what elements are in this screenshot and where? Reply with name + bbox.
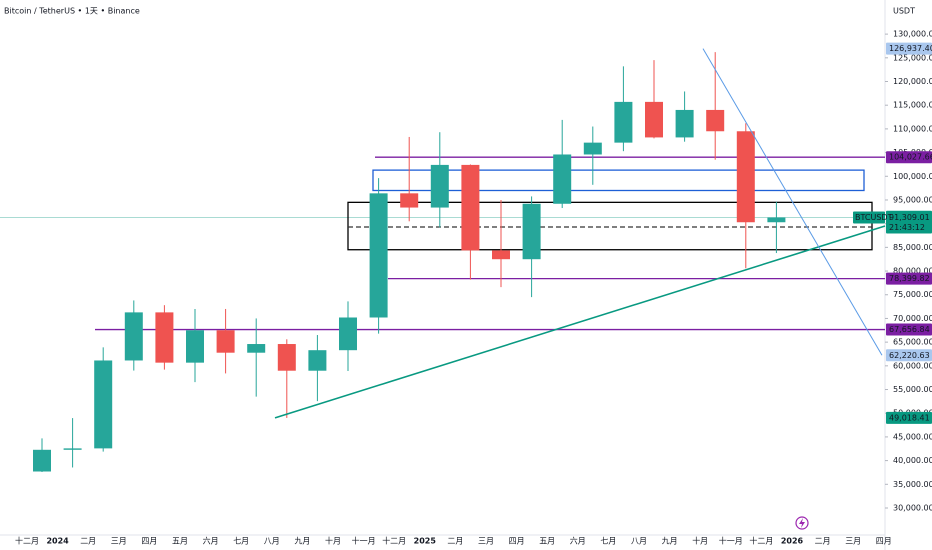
zone-box [372, 169, 865, 192]
candle-body [706, 109, 725, 132]
candle-body [461, 164, 480, 251]
trendline [274, 225, 886, 419]
x-tick-label: 二月 [815, 537, 831, 546]
x-tick-label: 十二月 [382, 536, 406, 546]
x-tick-label: 十月 [325, 536, 341, 546]
price-badge [886, 411, 932, 424]
price-badge-label: 104,027.66 [889, 153, 932, 162]
y-tick-label: 110,000.00 [893, 124, 932, 133]
price-badge [886, 151, 932, 164]
event-icon [799, 518, 805, 528]
y-tick-label: 115,000.00 [893, 101, 932, 110]
x-tick-label: 五月 [539, 537, 555, 546]
chart-title: Bitcoin / TetherUS • 1天 • Binance [4, 7, 140, 16]
y-tick-label: 125,000.00 [893, 53, 932, 62]
x-tick-label: 七月 [233, 537, 249, 546]
price-badge [886, 272, 932, 285]
candle-body [492, 250, 510, 260]
candle-body [339, 317, 357, 351]
x-tick-label: 三月 [845, 537, 861, 546]
x-tick-label: 十月 [692, 536, 708, 546]
y-tick-label: 35,000.00 [893, 480, 932, 489]
candle-body [522, 203, 541, 260]
candle-body [369, 193, 388, 318]
y-tick-label: 95,000.00 [893, 195, 932, 204]
countdown: 21:43:12 [889, 223, 925, 232]
x-tick-label: 三月 [478, 537, 494, 546]
y-tick-label: 120,000.00 [893, 77, 932, 86]
x-tick-label: 九月 [294, 537, 310, 546]
y-tick-label: 130,000.00 [893, 30, 932, 39]
y-tick-label: 30,000.00 [893, 503, 932, 512]
price-badge-label: 78,399.82 [889, 274, 930, 283]
symbol-label: BTCUSDT [855, 213, 893, 222]
x-tick-label: 2024 [46, 537, 69, 546]
price-badge-label: 49,018.41 [889, 413, 930, 422]
x-tick-label: 三月 [111, 537, 127, 546]
x-tick-label: 2025 [414, 537, 437, 546]
price-badge [886, 323, 932, 336]
symbol-badge [853, 211, 885, 224]
x-tick-label: 2026 [781, 537, 804, 546]
candle-body [308, 350, 327, 371]
candle-body [277, 344, 296, 371]
candle-body [553, 154, 572, 204]
y-tick-label: 100,000.00 [893, 172, 932, 181]
candle-body [645, 101, 663, 138]
y-tick-label: 40,000.00 [893, 456, 932, 465]
x-tick-label: 八月 [264, 537, 280, 546]
x-tick-label: 十一月 [352, 536, 376, 546]
x-tick-label: 二月 [447, 537, 463, 546]
x-tick-label: 六月 [570, 536, 586, 546]
y-tick-label: 65,000.00 [893, 338, 932, 347]
candle-body [186, 330, 204, 363]
x-tick-label: 四月 [141, 537, 157, 546]
trendline [702, 48, 883, 356]
x-tick-label: 四月 [509, 537, 525, 546]
price-badge-label: 67,656.84 [889, 325, 930, 334]
x-tick-label: 五月 [172, 537, 188, 546]
y-tick-label: 60,000.00 [893, 361, 932, 370]
y-tick-label: 55,000.00 [893, 385, 932, 394]
zone-box [347, 201, 873, 251]
y-tick-label: 80,000.00 [893, 267, 932, 276]
x-tick-label: 八月 [631, 537, 647, 546]
candle-body [430, 164, 449, 208]
candle-body [583, 142, 602, 155]
price-badge [886, 211, 932, 234]
x-tick-label: 十二月 [749, 536, 773, 546]
candle-body [736, 131, 755, 223]
candle-body [614, 101, 633, 143]
price-badge-label: 126,937.40 [889, 44, 932, 53]
candle-body [33, 449, 51, 472]
candle-body [216, 330, 235, 353]
candle-body [94, 360, 113, 449]
y-tick-label: 85,000.00 [893, 243, 932, 252]
event-icon[interactable] [795, 516, 809, 530]
price-badge [886, 349, 932, 362]
candle-body [63, 448, 82, 450]
x-tick-label: 二月 [80, 537, 96, 546]
price-badge [886, 42, 932, 55]
x-tick-label: 四月 [876, 537, 892, 546]
x-tick-label: 九月 [662, 537, 678, 546]
y-tick-label: 70,000.00 [893, 314, 932, 323]
candle-body [155, 312, 174, 363]
candle-body [400, 193, 419, 208]
price-badge-label: 91,309.01 [889, 213, 930, 222]
x-tick-label: 十二月 [15, 536, 39, 546]
x-tick-label: 七月 [600, 537, 616, 546]
candle-body [124, 312, 143, 361]
y-tick-label: 45,000.00 [893, 432, 932, 441]
candle-body [247, 344, 266, 353]
x-tick-label: 六月 [203, 536, 219, 546]
price-badge-label: 62,220.63 [889, 351, 930, 360]
x-tick-label: 十一月 [719, 536, 743, 546]
y-axis-label: USDT [893, 7, 915, 16]
candle-body [767, 217, 786, 223]
candle-body [675, 109, 694, 138]
y-tick-label: 75,000.00 [893, 290, 932, 299]
